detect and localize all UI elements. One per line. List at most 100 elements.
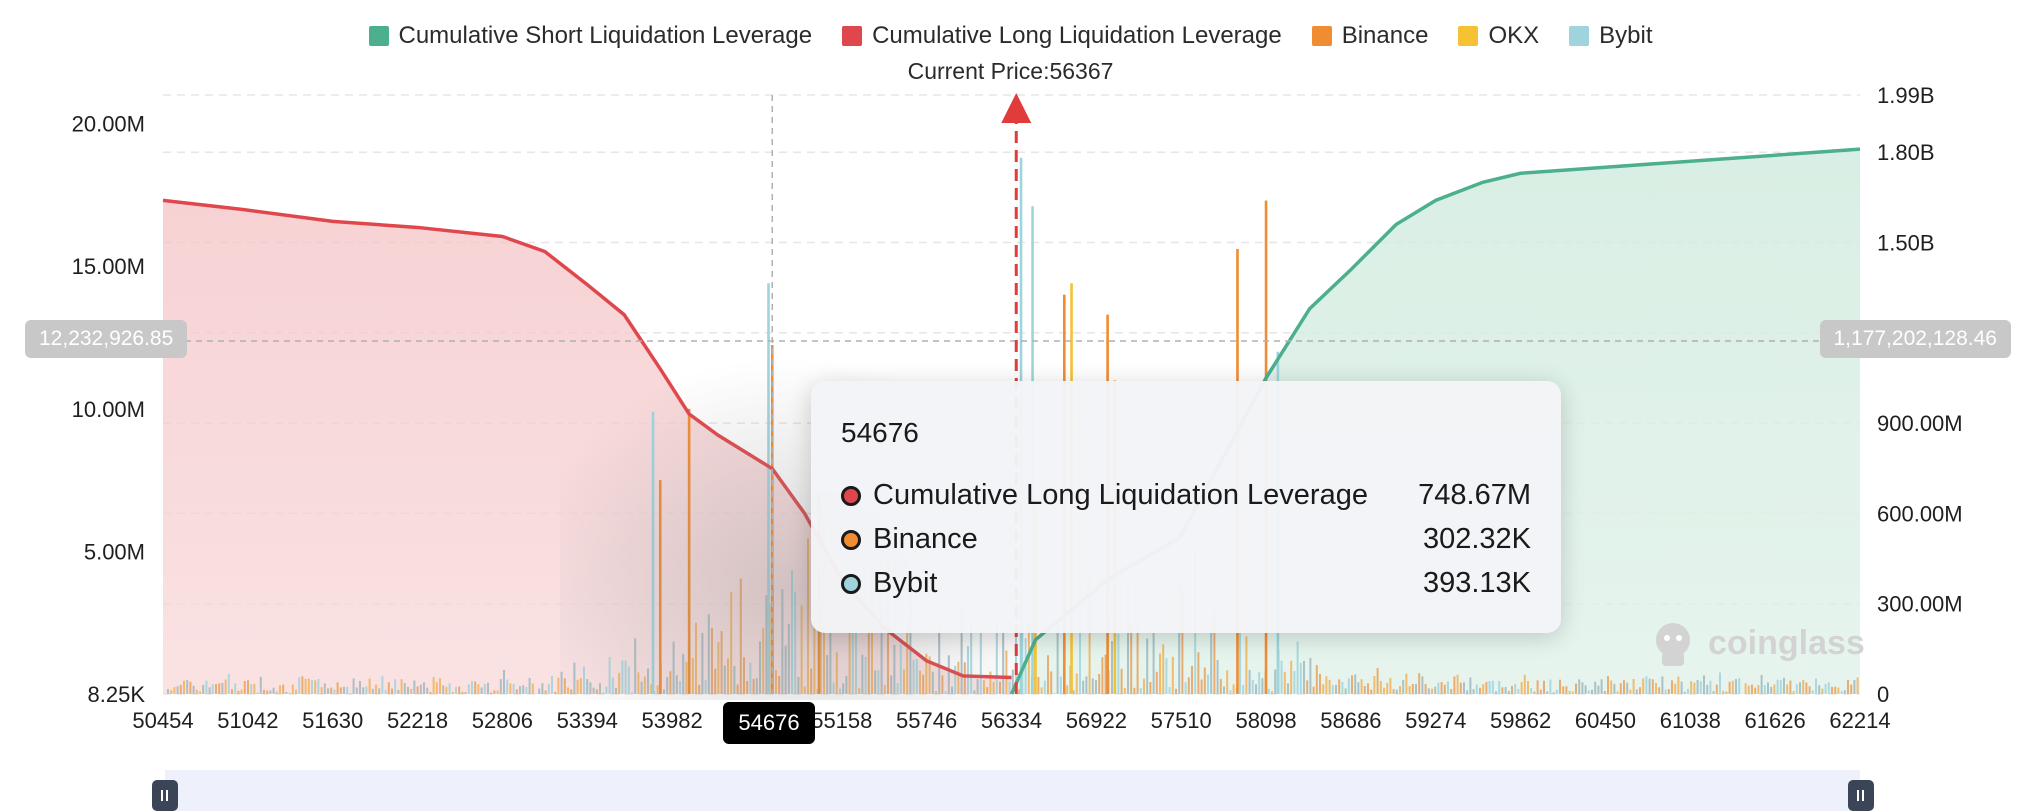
exchange-bar bbox=[355, 687, 358, 694]
tooltip-row-name: Binance bbox=[873, 523, 978, 555]
exchange-bar bbox=[432, 677, 435, 694]
exchange-bar bbox=[407, 686, 409, 694]
exchange-bar bbox=[304, 678, 307, 694]
y-right-tick-label: 0 bbox=[1877, 682, 1889, 707]
exchange-bar bbox=[192, 685, 195, 694]
exchange-bar bbox=[1245, 636, 1248, 694]
x-tick-label: 50454 bbox=[132, 708, 193, 733]
exchange-bar bbox=[1699, 681, 1702, 694]
exchange-bar bbox=[1200, 679, 1203, 694]
y-right-tick-label: 1.50B bbox=[1877, 230, 1935, 255]
exchange-bar bbox=[307, 678, 310, 694]
x-tick-label: 58686 bbox=[1320, 708, 1381, 733]
exchange-bar bbox=[1283, 671, 1286, 694]
exchange-bar bbox=[1539, 689, 1542, 694]
exchange-bar bbox=[1408, 686, 1411, 694]
exchange-bar bbox=[1146, 638, 1149, 694]
exchange-bar bbox=[1123, 687, 1126, 694]
exchange-bar bbox=[1757, 685, 1760, 694]
exchange-bar bbox=[1709, 680, 1712, 694]
exchange-bar bbox=[410, 688, 413, 694]
exchange-bar bbox=[1696, 680, 1699, 694]
range-slider-left-handle[interactable] bbox=[152, 780, 178, 811]
exchange-bar bbox=[480, 687, 483, 694]
exchange-bar bbox=[1207, 674, 1209, 694]
exchange-bar bbox=[1066, 685, 1069, 694]
tooltip-row-name: Bybit bbox=[873, 567, 938, 599]
exchange-bar bbox=[1661, 676, 1664, 694]
exchange-bar bbox=[1475, 684, 1478, 694]
exchange-bar bbox=[275, 691, 278, 694]
range-slider-track[interactable] bbox=[165, 770, 1860, 811]
exchange-bar bbox=[1165, 658, 1168, 694]
exchange-bar bbox=[1482, 684, 1485, 694]
exchange-bar bbox=[1309, 657, 1312, 694]
exchange-bar bbox=[1504, 687, 1507, 694]
y-left-tick-label: 8.25K bbox=[88, 682, 146, 707]
legend-item[interactable]: Cumulative Long Liquidation Leverage bbox=[842, 22, 1282, 50]
exchange-bar bbox=[1415, 684, 1417, 694]
exchange-bar bbox=[208, 687, 211, 694]
exchange-bar bbox=[1808, 686, 1811, 694]
tooltip-dot-icon bbox=[841, 573, 861, 594]
exchange-bar bbox=[451, 692, 454, 694]
x-tick-label: 56334 bbox=[981, 708, 1042, 733]
exchange-bar bbox=[215, 684, 217, 694]
exchange-bar bbox=[1731, 680, 1734, 694]
exchange-bar bbox=[1568, 690, 1571, 694]
exchange-bar bbox=[1191, 666, 1193, 694]
x-tick-label: 60450 bbox=[1575, 708, 1636, 733]
exchange-bar bbox=[1251, 679, 1254, 694]
legend-item[interactable]: Cumulative Short Liquidation Leverage bbox=[368, 22, 812, 50]
exchange-bar bbox=[1491, 680, 1494, 694]
range-slider-right-handle[interactable] bbox=[1848, 780, 1874, 811]
exchange-bar bbox=[1616, 691, 1619, 694]
legend-item[interactable]: Binance bbox=[1311, 22, 1428, 50]
exchange-bar bbox=[467, 684, 470, 694]
exchange-bar bbox=[1856, 677, 1859, 694]
legend-item[interactable]: OKX bbox=[1458, 22, 1539, 50]
exchange-bar bbox=[247, 680, 249, 694]
exchange-bar bbox=[1821, 688, 1824, 694]
exchange-bar bbox=[1552, 692, 1555, 694]
exchange-bar bbox=[1773, 684, 1776, 694]
exchange-bar bbox=[1370, 689, 1373, 694]
exchange-bar bbox=[1037, 677, 1040, 694]
exchange-bar bbox=[1101, 657, 1104, 694]
exchange-bar bbox=[1651, 679, 1654, 694]
exchange-bar bbox=[1274, 669, 1277, 694]
exchange-bar bbox=[1770, 686, 1773, 694]
exchange-bar bbox=[1623, 680, 1625, 694]
exchange-bar bbox=[1632, 679, 1635, 694]
exchange-bar bbox=[1072, 690, 1075, 694]
exchange-bar bbox=[1210, 622, 1213, 694]
exchange-bar bbox=[1242, 685, 1245, 694]
exchange-bar bbox=[1677, 676, 1680, 694]
exchange-bar bbox=[205, 680, 208, 694]
exchange-bar bbox=[1088, 572, 1091, 694]
exchange-bar bbox=[1527, 681, 1529, 694]
exchange-bar bbox=[1472, 689, 1475, 694]
exchange-bar bbox=[1600, 679, 1603, 694]
exchange-bar bbox=[231, 689, 233, 694]
exchange-bar bbox=[538, 688, 541, 694]
exchange-bar bbox=[506, 679, 509, 694]
exchange-bar bbox=[167, 689, 169, 694]
exchange-bar bbox=[1133, 687, 1136, 694]
exchange-bar bbox=[1818, 685, 1821, 694]
exchange-bar bbox=[1418, 673, 1421, 694]
exchange-bar bbox=[1626, 682, 1629, 694]
exchange-bar bbox=[1130, 627, 1133, 694]
exchange-bar bbox=[339, 687, 342, 694]
exchange-bar bbox=[474, 681, 477, 694]
legend-item[interactable]: Bybit bbox=[1569, 22, 1653, 50]
exchange-bar bbox=[282, 684, 285, 694]
exchange-bar bbox=[1213, 610, 1216, 694]
exchange-bar bbox=[1056, 623, 1059, 694]
exchange-bar bbox=[269, 690, 272, 694]
exchange-bar bbox=[1079, 577, 1081, 694]
exchange-bar bbox=[1325, 676, 1328, 694]
x-tick-label: 51042 bbox=[217, 708, 278, 733]
exchange-bar bbox=[1479, 687, 1481, 694]
exchange-bar bbox=[1687, 688, 1689, 694]
